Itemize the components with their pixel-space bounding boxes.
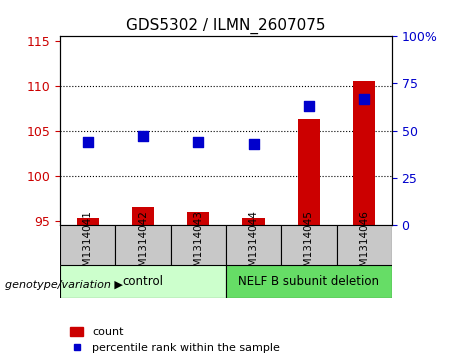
Text: GSM1314045: GSM1314045 — [304, 210, 314, 280]
Bar — [353, 81, 375, 225]
Point — [84, 139, 91, 145]
Point — [195, 139, 202, 145]
FancyBboxPatch shape — [281, 225, 337, 265]
Text: GSM1314043: GSM1314043 — [193, 210, 203, 280]
Point — [139, 134, 147, 139]
Bar — [298, 119, 320, 225]
Title: GDS5302 / ILMN_2607075: GDS5302 / ILMN_2607075 — [126, 17, 325, 33]
FancyBboxPatch shape — [226, 225, 281, 265]
Bar — [132, 207, 154, 225]
Bar — [77, 218, 99, 225]
FancyBboxPatch shape — [60, 265, 226, 298]
Text: GSM1314046: GSM1314046 — [359, 210, 369, 280]
Point — [305, 103, 313, 109]
FancyBboxPatch shape — [115, 225, 171, 265]
FancyBboxPatch shape — [337, 225, 392, 265]
Text: GSM1314041: GSM1314041 — [83, 210, 93, 280]
FancyBboxPatch shape — [60, 225, 115, 265]
FancyBboxPatch shape — [226, 265, 392, 298]
FancyBboxPatch shape — [171, 225, 226, 265]
Point — [250, 141, 257, 147]
Legend: count, percentile rank within the sample: count, percentile rank within the sample — [65, 323, 284, 358]
Text: control: control — [123, 275, 163, 288]
Text: GSM1314042: GSM1314042 — [138, 210, 148, 280]
Point — [361, 96, 368, 102]
Text: genotype/variation ▶: genotype/variation ▶ — [5, 280, 123, 290]
Bar — [187, 212, 209, 225]
Text: GSM1314044: GSM1314044 — [248, 210, 259, 280]
Bar — [242, 218, 265, 225]
Text: NELF B subunit deletion: NELF B subunit deletion — [238, 275, 379, 288]
